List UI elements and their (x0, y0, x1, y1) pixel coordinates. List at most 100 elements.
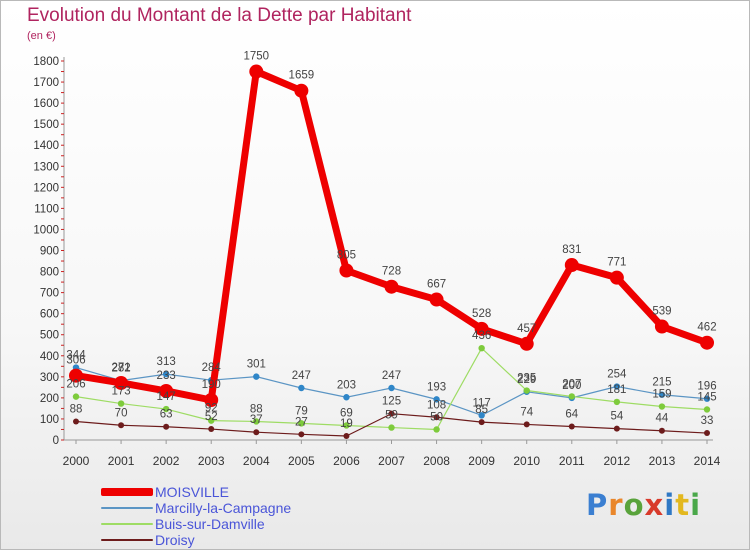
data-point (388, 384, 395, 392)
data-point (433, 414, 440, 421)
data-label: 771 (607, 257, 626, 269)
data-label: 207 (562, 378, 581, 390)
series-line (72, 68, 711, 404)
data-point (343, 422, 350, 429)
data-label: 306 (66, 355, 85, 367)
data-label: 203 (337, 379, 356, 391)
data-label: 85 (475, 404, 488, 416)
legend-swatch (101, 538, 153, 542)
data-label: 117 (472, 397, 490, 409)
data-point (429, 292, 444, 307)
data-point (384, 279, 399, 294)
data-label: 247 (382, 370, 401, 382)
data-label: 805 (337, 250, 356, 262)
data-label: 88 (250, 403, 263, 415)
legend-swatch (101, 522, 153, 526)
data-point (298, 384, 305, 392)
data-point (208, 417, 215, 424)
y-tick-label: 1500 (33, 119, 59, 131)
x-tick-label: 2007 (378, 454, 405, 468)
data-label: 64 (565, 409, 578, 421)
data-point (343, 432, 350, 439)
legend-label: Droisy (155, 532, 195, 548)
data-point (204, 392, 219, 407)
data-point (388, 410, 395, 417)
data-label: 54 (610, 411, 623, 423)
data-point (523, 387, 530, 394)
data-label: 235 (517, 373, 536, 385)
data-point (249, 64, 264, 79)
data-label: 125 (382, 396, 401, 408)
data-label: 92 (205, 403, 218, 415)
data-point (523, 421, 530, 428)
data-point (208, 426, 215, 433)
y-tick-label: 1000 (33, 224, 59, 236)
legend-label: Buis-sur-Damville (155, 516, 265, 532)
data-label: 173 (111, 386, 130, 398)
chart-subtitle: (en €) (27, 30, 56, 42)
data-point (343, 394, 350, 401)
data-label: 59 (385, 410, 398, 422)
data-label: 200 (562, 380, 581, 392)
data-label: 33 (701, 415, 714, 427)
data-label: 63 (160, 409, 173, 421)
data-label: 50 (430, 411, 443, 423)
data-point (700, 335, 714, 350)
proxiti-logo: Proxiti (586, 488, 701, 522)
data-point (253, 418, 260, 425)
series-buis-sur-damville (72, 344, 711, 433)
logo-letter: i (664, 488, 676, 522)
data-label: 79 (295, 405, 308, 417)
data-point (162, 405, 170, 413)
data-point (568, 393, 575, 400)
data-label: 528 (472, 308, 491, 320)
data-label: 457 (517, 323, 536, 335)
x-tick-label: 2013 (649, 454, 676, 468)
y-tick-label: 1700 (33, 77, 59, 89)
data-point (433, 396, 440, 403)
data-label: 313 (157, 356, 176, 368)
data-label: 301 (247, 359, 266, 371)
x-tick-label: 2003 (198, 454, 225, 468)
data-label: 193 (427, 381, 446, 393)
x-tick-label: 2012 (604, 454, 631, 468)
x-tick-label: 2008 (423, 454, 450, 468)
data-point (703, 395, 711, 402)
data-point (658, 391, 666, 398)
data-label: 1750 (243, 51, 269, 63)
x-tick-label: 2009 (468, 454, 495, 468)
data-label: 247 (292, 370, 311, 382)
legend-label: Marcilly-la-Campagne (155, 500, 292, 516)
logo-letter: i (690, 488, 702, 522)
data-label: 436 (472, 330, 491, 342)
logo-letter: r (608, 488, 624, 522)
y-tick-label: 1100 (34, 203, 59, 215)
data-label: 206 (66, 379, 85, 391)
data-point (69, 368, 83, 383)
y-tick-label: 200 (40, 393, 59, 405)
data-point (253, 429, 260, 436)
data-label: 271 (111, 362, 130, 374)
data-point (478, 419, 485, 426)
series-moisville (69, 64, 714, 407)
data-point (478, 412, 485, 419)
y-tick-label: 100 (40, 414, 59, 426)
data-label: 196 (697, 381, 716, 393)
data-label: 344 (66, 350, 86, 362)
y-tick-label: 700 (40, 288, 59, 300)
data-point (73, 418, 79, 425)
data-point (114, 375, 129, 390)
data-label: 108 (427, 399, 446, 411)
y-tick-label: 900 (40, 246, 59, 258)
x-tick-label: 2014 (694, 454, 721, 468)
data-label: 19 (340, 418, 353, 430)
data-label: 37 (250, 414, 263, 426)
data-label: 282 (111, 363, 130, 375)
legend-label: MOISVILLE (155, 484, 229, 500)
data-label: 831 (562, 244, 581, 256)
chart-title: Evolution du Montant de la Dette par Hab… (27, 5, 412, 26)
data-label: 74 (520, 406, 533, 418)
y-tick-label: 1400 (33, 140, 59, 152)
data-label: 145 (697, 391, 716, 403)
